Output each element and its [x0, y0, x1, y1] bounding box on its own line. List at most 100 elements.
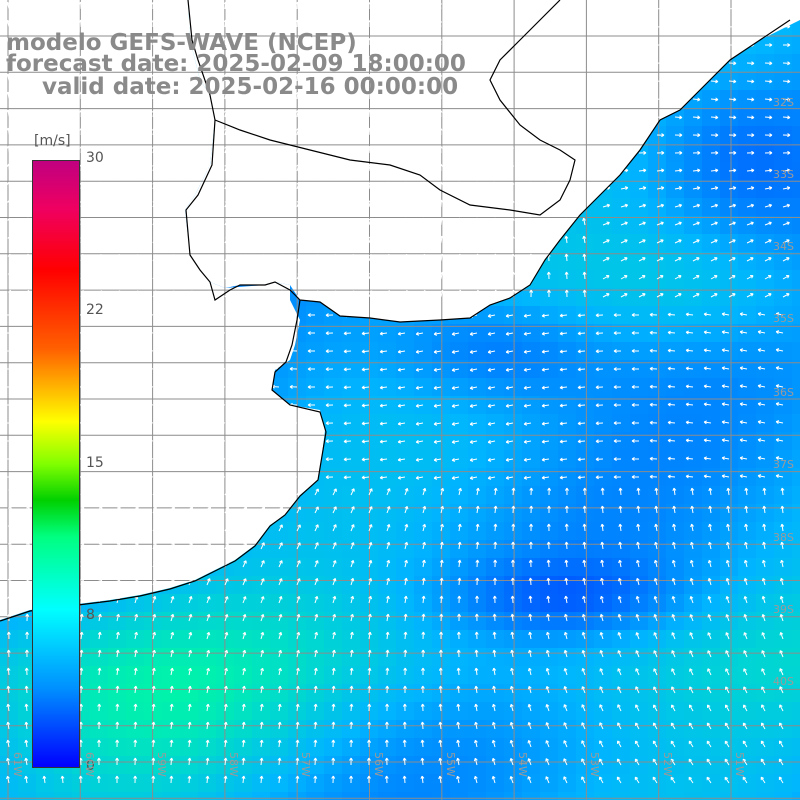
- wind-arrow: [367, 163, 372, 172]
- wind-arrow: [653, 595, 658, 604]
- wind-arrow: [511, 523, 516, 532]
- wind-arrow: [224, 578, 229, 586]
- wind-arrow: [332, 236, 337, 244]
- wind-arrow: [331, 127, 336, 136]
- colorbar-tick-15: 15: [86, 455, 104, 471]
- wind-arrow: [134, 578, 139, 586]
- wind-cell: [630, 792, 648, 800]
- wind-arrow: [6, 127, 11, 136]
- wind-arrow: [743, 650, 748, 658]
- wind-arrow: [332, 163, 336, 172]
- wind-arrow: [746, 115, 755, 120]
- wind-arrow: [602, 203, 611, 208]
- wind-arrow: [42, 775, 47, 784]
- wind-arrow: [541, 421, 550, 426]
- wind-arrow: [451, 314, 460, 318]
- wind-arrow: [559, 475, 568, 480]
- wind-arrow: [782, 293, 790, 298]
- wind-arrow: [595, 331, 604, 336]
- wind-arrow: [631, 438, 640, 443]
- wind-arrow: [474, 145, 479, 154]
- wind-arrow: [368, 542, 373, 550]
- wind-arrow: [98, 613, 102, 622]
- wind-arrow: [242, 578, 247, 586]
- wind-arrow: [278, 254, 283, 262]
- wind-arrow: [259, 109, 264, 118]
- wind-arrow: [332, 524, 337, 532]
- wind-arrow: [654, 541, 658, 550]
- wind-arrow: [170, 596, 175, 604]
- wind-arrow: [379, 421, 388, 426]
- wind-arrow: [581, 38, 586, 46]
- wind-arrow: [79, 145, 84, 154]
- wind-arrow: [314, 218, 319, 226]
- wind-arrow: [386, 253, 391, 262]
- wind-arrow: [505, 457, 514, 462]
- wind-arrow: [206, 290, 211, 298]
- wind-arrow: [24, 685, 29, 694]
- wind-arrow: [242, 163, 247, 172]
- lat-label-36s: 36S: [773, 386, 794, 399]
- wind-arrow: [91, 312, 100, 317]
- wind-arrow: [6, 37, 10, 46]
- wind-arrow: [602, 115, 611, 120]
- wind-arrow: [505, 313, 514, 318]
- wind-arrow: [277, 1, 282, 10]
- wind-arrow: [493, 541, 498, 550]
- wind-arrow: [6, 181, 11, 190]
- wind-arrow: [199, 402, 208, 407]
- wind-arrow: [703, 384, 712, 389]
- wind-arrow: [746, 275, 754, 280]
- wind-arrow: [653, 704, 658, 712]
- wind-arrow: [475, 271, 480, 280]
- wind-arrow: [782, 203, 791, 208]
- colorbar-tick-30: 30: [86, 150, 104, 166]
- wind-arrow: [133, 703, 138, 712]
- wind-arrow: [710, 293, 718, 298]
- wind-arrow: [313, 1, 318, 10]
- wind-arrow: [620, 24, 629, 29]
- wind-arrow: [115, 721, 120, 730]
- wind-arrow: [42, 19, 47, 28]
- wind-arrow: [545, 667, 550, 676]
- wind-arrow: [332, 506, 337, 514]
- wind-arrow: [581, 668, 586, 676]
- wind-arrow: [7, 271, 12, 280]
- wind-arrow: [616, 776, 622, 784]
- wind-arrow: [439, 253, 444, 262]
- wind-arrow: [224, 254, 229, 262]
- wind-arrow: [307, 439, 315, 444]
- wind-arrow: [278, 145, 283, 154]
- wind-arrow: [743, 704, 748, 712]
- wind-arrow: [725, 596, 730, 604]
- wind-cell: [792, 126, 800, 144]
- wind-arrow: [563, 2, 568, 10]
- wind-arrow: [491, 55, 496, 64]
- wind-arrow: [564, 559, 569, 568]
- wind-arrow: [761, 650, 766, 658]
- wind-arrow: [223, 37, 228, 46]
- wind-arrow: [581, 704, 586, 712]
- wind-arrow: [728, 293, 736, 298]
- wind-arrow: [487, 349, 496, 354]
- wind-arrow: [350, 560, 355, 568]
- wind-arrow: [582, 487, 587, 496]
- wind-arrow: [188, 596, 193, 604]
- coastline: [0, 0, 791, 622]
- wind-arrow: [115, 739, 120, 748]
- lat-label-33s: 33S: [773, 168, 794, 181]
- wind-arrow: [259, 721, 264, 730]
- wind-arrow: [42, 55, 47, 64]
- wind-arrow: [667, 438, 676, 443]
- wind-arrow: [97, 109, 102, 118]
- wind-arrow: [295, 739, 300, 748]
- wind-arrow: [420, 667, 425, 675]
- wind-arrow: [78, 73, 83, 82]
- wind-arrow: [456, 649, 461, 658]
- wind-arrow: [61, 127, 66, 136]
- lon-label-51w: 51W: [733, 752, 746, 777]
- wind-arrow: [60, 1, 65, 10]
- wind-arrow: [764, 150, 773, 155]
- wind-arrow: [151, 19, 156, 28]
- wind-arrow: [509, 721, 514, 730]
